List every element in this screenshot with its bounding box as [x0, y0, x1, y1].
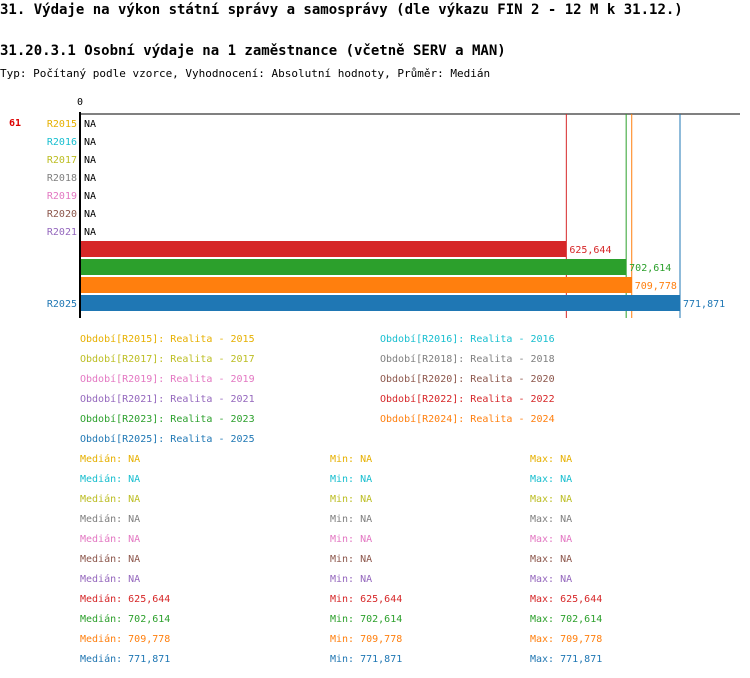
category-label: R2024 — [47, 281, 77, 292]
category-label: R2021 — [47, 227, 77, 238]
stat-max: Max: NA — [530, 554, 573, 565]
stat-min: Min: NA — [330, 454, 373, 465]
value-label: 702,614 — [629, 263, 671, 274]
legend-item: Období[R2025]: Realita - 2025 — [80, 434, 255, 445]
value-label: NA — [84, 227, 96, 238]
stat-max: Max: 709,778 — [530, 634, 603, 645]
stat-median: Medián: NA — [80, 554, 141, 565]
indicator-title: 31.20.3.1 Osobní výdaje na 1 zaměstnance… — [0, 43, 506, 59]
category-label: R2015 — [47, 119, 77, 130]
stat-median: Medián: NA — [80, 574, 141, 585]
stat-median: Medián: NA — [80, 474, 141, 485]
stat-median: Medián: 771,871 — [80, 654, 171, 665]
stat-min: Min: 771,871 — [330, 654, 403, 665]
stat-min: Min: 625,644 — [330, 594, 403, 605]
category-label: R2022 — [47, 245, 77, 256]
stat-max: Max: NA — [530, 534, 573, 545]
legend-item: Období[R2017]: Realita - 2017 — [80, 354, 255, 365]
stat-median: Medián: 625,644 — [80, 594, 171, 605]
stat-min: Min: 702,614 — [330, 614, 403, 625]
bar-chart: 0 61 R2015 NA R2016 NA R2017 NA R2018 NA R2019 NA R2… — [9, 97, 740, 318]
legend-item: Období[R2016]: Realita - 2016 — [380, 334, 555, 345]
stat-max: Max: NA — [530, 494, 573, 505]
legend-item: Období[R2023]: Realita - 2023 — [80, 414, 255, 425]
stat-median: Medián: NA — [80, 514, 141, 525]
value-label: NA — [84, 173, 96, 184]
indicator-meta: Typ: Počítaný podle vzorce, Vyhodnocení:… — [0, 67, 491, 80]
bar — [80, 241, 567, 257]
stat-median: Medián: NA — [80, 534, 141, 545]
bar — [80, 295, 680, 311]
stat-max: Max: NA — [530, 454, 573, 465]
value-label: NA — [84, 191, 96, 202]
bar — [80, 277, 632, 293]
stat-min: Min: NA — [330, 534, 373, 545]
category-label: R2020 — [47, 209, 77, 220]
legend-item: Období[R2019]: Realita - 2019 — [80, 374, 255, 385]
value-label: NA — [84, 119, 96, 130]
stat-min: Min: 709,778 — [330, 634, 403, 645]
value-label: 771,871 — [683, 299, 725, 310]
row-marker: 61 — [9, 118, 21, 129]
legend-item: Období[R2021]: Realita - 2021 — [80, 394, 255, 405]
stat-max: Max: 771,871 — [530, 654, 603, 665]
category-label: R2016 — [47, 137, 77, 148]
stat-max: Max: NA — [530, 474, 573, 485]
value-label: 709,778 — [635, 281, 677, 292]
value-label: 625,644 — [569, 245, 611, 256]
category-label: R2018 — [47, 173, 77, 184]
category-label: R2017 — [47, 155, 77, 166]
bar — [80, 259, 627, 275]
category-label: R2025 — [47, 299, 77, 310]
category-label: R2019 — [47, 191, 77, 202]
stat-min: Min: NA — [330, 514, 373, 525]
stat-median: Medián: NA — [80, 454, 141, 465]
stat-min: Min: NA — [330, 474, 373, 485]
legend-item: Období[R2015]: Realita - 2015 — [80, 334, 255, 345]
stat-max: Max: 625,644 — [530, 594, 603, 605]
legend-item: Období[R2024]: Realita - 2024 — [380, 414, 555, 425]
x-axis-zero-label: 0 — [77, 97, 83, 108]
stat-max: Max: NA — [530, 514, 573, 525]
stat-min: Min: NA — [330, 494, 373, 505]
stat-median: Medián: 702,614 — [80, 614, 171, 625]
stat-min: Min: NA — [330, 574, 373, 585]
legend-item: Období[R2022]: Realita - 2022 — [380, 394, 555, 405]
value-label: NA — [84, 137, 96, 148]
stat-min: Min: NA — [330, 554, 373, 565]
page-title: 31. Výdaje na výkon státní správy a samo… — [0, 2, 683, 18]
legend-item: Období[R2018]: Realita - 2018 — [380, 354, 555, 365]
legend-item: Období[R2020]: Realita - 2020 — [380, 374, 555, 385]
value-label: NA — [84, 209, 96, 220]
category-label: R2023 — [47, 263, 77, 274]
stat-median: Medián: 709,778 — [80, 634, 171, 645]
stat-median: Medián: NA — [80, 494, 141, 505]
value-label: NA — [84, 155, 96, 166]
stat-max: Max: 702,614 — [530, 614, 603, 625]
stat-max: Max: NA — [530, 574, 573, 585]
